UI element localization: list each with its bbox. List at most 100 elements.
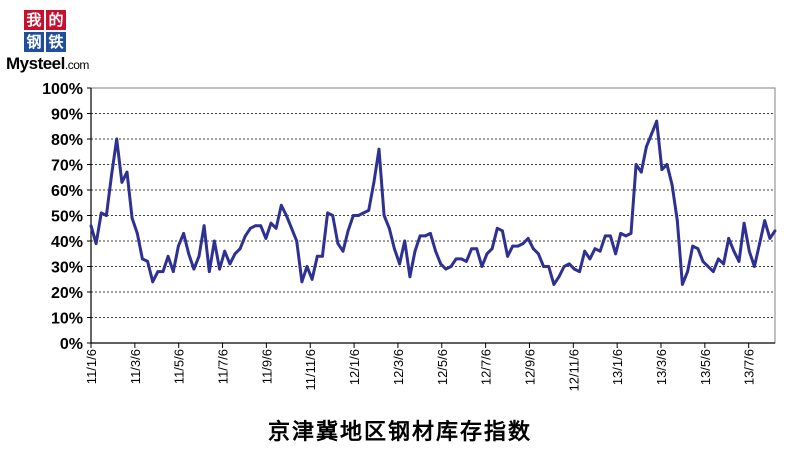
logo-domain: .com: [64, 58, 90, 72]
x-tick-label: 11/5/6: [172, 349, 187, 384]
data-point: [213, 239, 216, 243]
data-point: [711, 270, 715, 273]
data-point: [207, 270, 211, 273]
x-tick-label: 12/3/6: [391, 349, 406, 385]
data-point: [439, 262, 443, 266]
data-point: [742, 221, 746, 225]
x-tick-label: 13/7/6: [742, 349, 757, 385]
logo-char-3: 钢: [24, 32, 44, 52]
data-point: [372, 180, 376, 184]
logo-char-4: 铁: [46, 32, 66, 52]
data-point: [758, 242, 761, 246]
data-point: [336, 242, 340, 246]
data-point: [598, 249, 602, 253]
data-point: [321, 254, 324, 258]
data-point: [341, 249, 345, 253]
data-point: [295, 239, 299, 243]
data-point: [413, 249, 417, 253]
x-tick-label: 12/5/6: [435, 349, 450, 385]
data-point: [110, 173, 113, 177]
data-point: [305, 265, 309, 268]
data-point: [120, 180, 124, 184]
data-point: [218, 267, 222, 271]
data-point: [773, 229, 777, 233]
data-point: [614, 252, 617, 256]
data-point: [567, 262, 571, 266]
y-tick-label: 10%: [51, 311, 83, 328]
data-point: [285, 214, 288, 217]
data-point: [583, 249, 587, 253]
x-tick-label: 11/3/6: [128, 349, 143, 384]
data-point: [547, 265, 551, 268]
data-point: [346, 229, 350, 233]
data-point: [367, 209, 371, 212]
data-point: [475, 247, 479, 251]
x-tick-label: 12/7/6: [479, 349, 494, 385]
data-point: [552, 283, 556, 286]
data-point: [151, 280, 155, 284]
data-point: [506, 254, 509, 258]
data-point: [408, 275, 412, 279]
data-point: [753, 265, 756, 268]
data-point: [264, 237, 268, 240]
data-point: [521, 242, 525, 246]
x-tick-label: 13/5/6: [698, 349, 713, 385]
data-point: [141, 257, 144, 261]
data-point: [130, 216, 134, 220]
y-tick-label: 30%: [51, 260, 83, 277]
data-point: [115, 137, 119, 141]
data-point: [717, 257, 720, 261]
data-point: [429, 232, 432, 235]
data-point: [228, 262, 232, 266]
logo-brand: Mysteel: [6, 54, 65, 73]
data-point: [639, 170, 643, 174]
data-point: [650, 132, 653, 136]
data-point: [696, 247, 700, 251]
data-point: [279, 203, 283, 207]
data-point: [156, 270, 160, 273]
data-point: [490, 247, 494, 251]
data-point: [691, 244, 695, 248]
data-point: [470, 247, 473, 251]
data-point: [166, 254, 170, 258]
gridlines: [91, 113, 775, 318]
data-point: [403, 239, 407, 243]
x-tick-label: 11/7/6: [216, 349, 231, 384]
logo-char-2: 的: [46, 10, 66, 30]
y-tick-label: 40%: [51, 234, 83, 251]
data-point: [146, 260, 150, 263]
chart-title: 京津冀地区钢材库存指数: [267, 419, 532, 445]
data-point: [722, 262, 725, 266]
data-point: [624, 234, 628, 238]
data-point: [135, 232, 139, 235]
data-point: [387, 226, 391, 230]
y-tick-label: 50%: [51, 209, 83, 226]
data-point: [161, 270, 165, 273]
data-point: [197, 254, 201, 258]
data-point: [495, 226, 499, 230]
data-point: [706, 265, 710, 268]
data-point: [675, 219, 679, 223]
data-point: [94, 242, 98, 246]
data-point: [603, 234, 607, 238]
y-tick-label: 90%: [51, 107, 83, 124]
data-point: [501, 229, 504, 233]
data-point: [732, 249, 736, 253]
data-point: [619, 232, 623, 235]
data-point: [238, 247, 242, 251]
data-point: [269, 221, 273, 225]
data-point: [629, 232, 633, 235]
data-point: [300, 280, 304, 284]
data-point: [593, 247, 597, 251]
data-point: [747, 249, 751, 253]
data-point: [351, 214, 355, 217]
data-point: [537, 252, 540, 256]
y-tick-label: 60%: [51, 183, 83, 200]
series-line: [89, 119, 777, 286]
data-point: [331, 214, 335, 217]
y-tick-label: 100%: [42, 81, 83, 98]
data-point: [182, 232, 186, 235]
data-point: [511, 244, 515, 248]
data-point: [562, 265, 566, 268]
data-point: [588, 257, 592, 261]
